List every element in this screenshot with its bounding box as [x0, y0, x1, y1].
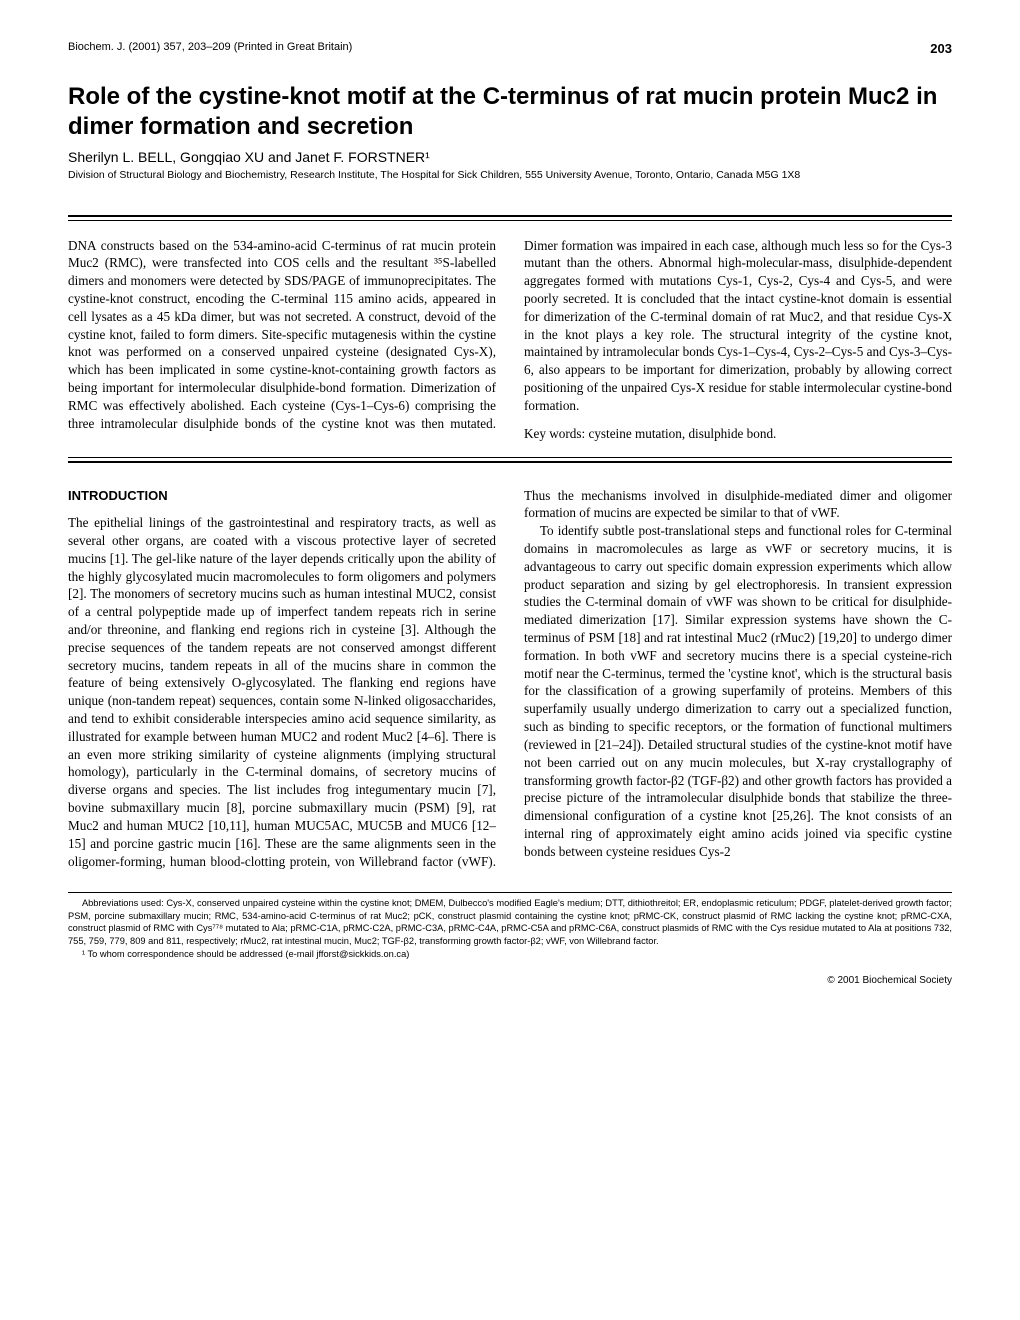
rule-below-abstract-thin: [68, 457, 952, 458]
body-text: INTRODUCTION The epithelial linings of t…: [68, 487, 952, 871]
rule-above-abstract-thin: [68, 220, 952, 221]
intro-paragraph-2: To identify subtle post-translational st…: [524, 522, 952, 860]
abstract: DNA constructs based on the 534-amino-ac…: [68, 237, 952, 443]
article-title: Role of the cystine-knot motif at the C-…: [68, 82, 952, 142]
author-list: Sherilyn L. BELL, Gongqiao XU and Janet …: [68, 148, 952, 167]
section-heading-introduction: INTRODUCTION: [68, 487, 496, 505]
rule-above-abstract: [68, 215, 952, 217]
copyright: © 2001 Biochemical Society: [68, 974, 952, 988]
abstract-paragraph: DNA constructs based on the 534-amino-ac…: [68, 237, 952, 443]
correspondence: ¹ To whom correspondence should be addre…: [68, 948, 952, 961]
footer-rule: [68, 892, 952, 893]
running-header: Biochem. J. (2001) 357, 203–209 (Printed…: [68, 40, 952, 58]
page-number: 203: [930, 40, 952, 58]
abstract-keywords: Key words: cysteine mutation, disulphide…: [524, 425, 952, 443]
page-footer: Abbreviations used: Cys-X, conserved unp…: [68, 892, 952, 960]
journal-reference: Biochem. J. (2001) 357, 203–209 (Printed…: [68, 40, 352, 58]
affiliation: Division of Structural Biology and Bioch…: [68, 168, 952, 182]
abbreviations: Abbreviations used: Cys-X, conserved unp…: [68, 897, 952, 947]
rule-below-abstract: [68, 461, 952, 463]
